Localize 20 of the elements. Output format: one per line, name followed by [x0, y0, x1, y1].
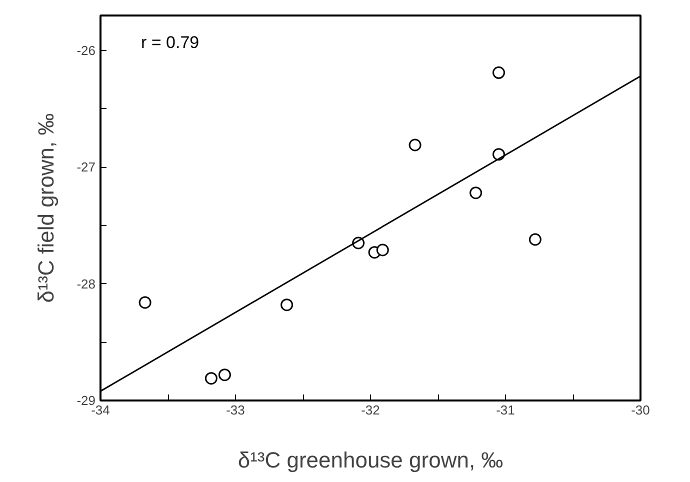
annotation: r = 0.79: [141, 33, 200, 52]
point: [218, 368, 231, 382]
point: [492, 66, 505, 79]
x-tick-label: -30: [631, 402, 650, 418]
point: [408, 138, 422, 152]
x-axis-title: δ¹³C greenhouse grown, ‰: [238, 448, 504, 472]
x-tick-label: -33: [226, 402, 245, 418]
y-axis-title: δ¹³C field grown, ‰: [34, 113, 59, 303]
point: [528, 233, 542, 246]
y-tick-label: -28: [76, 276, 96, 292]
x-tick-label: -31: [496, 402, 515, 418]
y-tick-label: -29: [76, 393, 96, 408]
point: [376, 244, 389, 256]
y-tick-label: -26: [76, 43, 96, 58]
point: [204, 372, 218, 385]
y-tick-label: -27: [76, 160, 96, 175]
x-tick-label: -32: [361, 402, 380, 418]
point: [138, 296, 152, 309]
point: [470, 186, 482, 200]
point: [280, 298, 294, 312]
